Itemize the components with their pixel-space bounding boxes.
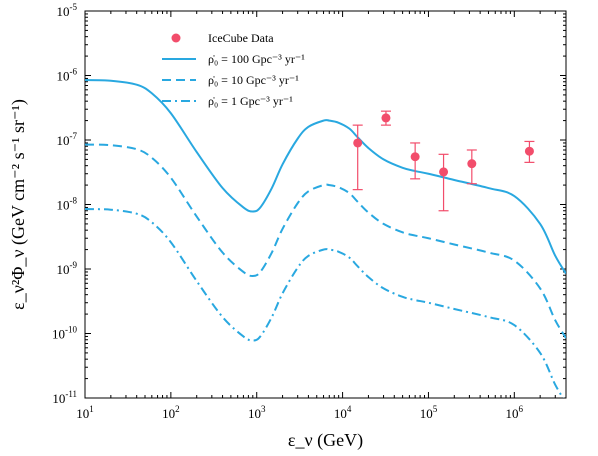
x-tick-label: 103 [248, 404, 266, 421]
series-line-1 [85, 208, 565, 398]
y-tick-label: 10-7 [57, 131, 78, 148]
data-point [381, 113, 391, 123]
series-line-100 [85, 79, 566, 275]
axes: 101 102 103 104 105 106 10-11 10-10 10-9 10-8 10-7… [52, 2, 567, 421]
plot-frame [84, 10, 567, 399]
x-tick-label: 105 [420, 404, 438, 421]
x-tick-label: 102 [162, 404, 180, 421]
series-line-10 [85, 143, 566, 339]
data-point [410, 152, 420, 162]
legend-label-1: ρ̇₀ = 100 Gpc⁻³ yr⁻¹ [208, 52, 305, 66]
y-tick-label: 10-9 [57, 260, 78, 277]
legend: IceCube Data ρ̇₀ = 100 Gpc⁻³ yr⁻¹ ρ̇₀ = 10… [162, 31, 305, 108]
y-tick-label: 10-10 [52, 325, 77, 342]
y-tick-label: 10-6 [57, 67, 78, 84]
axis-labels: ε_ν (GeV) ε_ν²Φ_ν (GeV cm⁻² s⁻¹ sr⁻¹) [8, 99, 363, 451]
legend-label-3: ρ̇₀ = 1 Gpc⁻³ yr⁻¹ [208, 94, 293, 108]
y-tick-label: 10-11 [52, 389, 77, 406]
x-tick-label: 106 [506, 404, 524, 421]
legend-marker-icecube [171, 33, 181, 43]
data-point [467, 159, 477, 169]
y-axis-label: ε_ν²Φ_ν (GeV cm⁻² s⁻¹ sr⁻¹) [8, 99, 29, 310]
x-axis-label: ε_ν (GeV) [288, 430, 363, 451]
legend-label-2: ρ̇₀ = 10 Gpc⁻³ yr⁻¹ [208, 73, 299, 87]
x-tick-label: 101 [76, 404, 94, 421]
y-tick-label: 10-5 [57, 2, 78, 19]
x-tick-label: 104 [334, 404, 352, 421]
plot-area [85, 79, 566, 398]
legend-label-icecube: IceCube Data [208, 31, 274, 45]
y-tick-label: 10-8 [57, 196, 78, 213]
data-point [353, 138, 363, 148]
data-point [524, 146, 534, 156]
data-point [439, 167, 449, 177]
